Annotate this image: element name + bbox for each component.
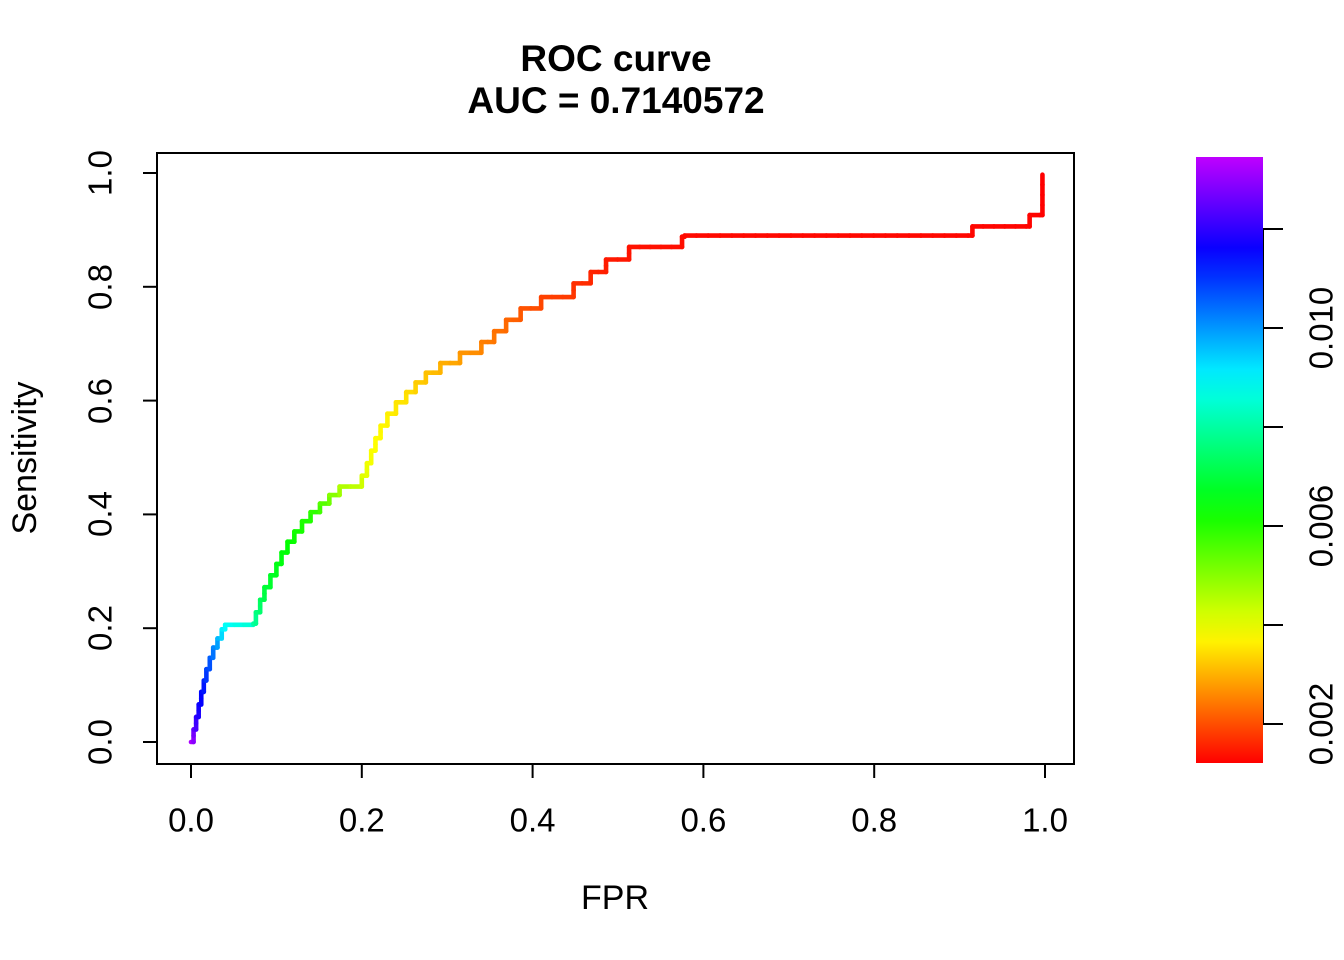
x-tick-label: 0.8 (851, 801, 898, 839)
y-tick-label: 1.0 (81, 150, 119, 196)
plot-border (156, 152, 1075, 765)
x-tick-label: 1.0 (1022, 801, 1068, 839)
y-tick-label: 0.0 (81, 719, 119, 765)
colorbar-tick-label: 0.010 (1302, 286, 1340, 370)
y-tick-label: 0.2 (81, 605, 119, 652)
x-tick-label: 0.0 (168, 801, 214, 839)
y-tick-label: 0.6 (81, 377, 119, 424)
x-tick-label: 0.4 (509, 801, 556, 839)
colorbar-gradient (1196, 157, 1263, 763)
colorbar-tick-label: 0.002 (1302, 682, 1340, 766)
y-axis-title: Sensitivity (6, 381, 44, 535)
axis-ticks (143, 172, 1046, 778)
chart-subtitle-auc: AUC = 0.7140572 (467, 80, 765, 121)
plot-frame (156, 152, 1075, 765)
x-tick-label: 0.6 (680, 801, 727, 839)
y-tick-label: 0.4 (81, 491, 119, 538)
x-axis-title: FPR (581, 879, 649, 917)
colorbar-axis (1262, 228, 1283, 725)
x-tick-label: 0.2 (338, 801, 385, 839)
colorbar-tick-label: 0.006 (1302, 484, 1340, 568)
chart-title: ROC curve (520, 38, 712, 79)
y-tick-label: 0.8 (81, 263, 119, 310)
roc-curve (188, 172, 1045, 745)
